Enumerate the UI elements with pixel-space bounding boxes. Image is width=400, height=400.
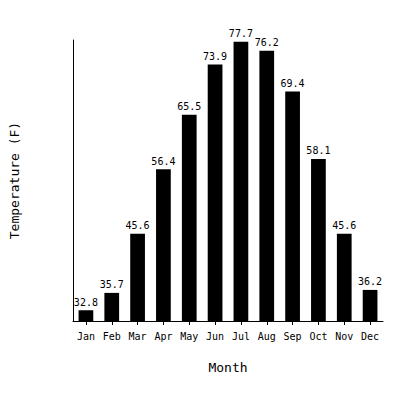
- svg-text:Jun: Jun: [206, 331, 224, 342]
- svg-text:32.8: 32.8: [74, 297, 98, 308]
- svg-text:69.4: 69.4: [281, 78, 305, 89]
- svg-text:May: May: [180, 331, 198, 342]
- svg-text:Feb: Feb: [103, 331, 121, 342]
- svg-text:58.1: 58.1: [306, 145, 330, 156]
- svg-text:Nov: Nov: [335, 331, 353, 342]
- svg-text:Temperature (F): Temperature (F): [7, 122, 22, 239]
- svg-text:56.4: 56.4: [151, 156, 175, 167]
- svg-text:76.2: 76.2: [255, 37, 279, 48]
- svg-text:Sep: Sep: [284, 331, 302, 342]
- svg-text:77.7: 77.7: [229, 28, 253, 39]
- svg-text:Month: Month: [208, 360, 247, 375]
- svg-text:Dec: Dec: [361, 331, 379, 342]
- svg-text:Mar: Mar: [129, 331, 147, 342]
- svg-text:35.7: 35.7: [100, 279, 124, 290]
- svg-text:Apr: Apr: [154, 331, 172, 342]
- svg-text:65.5: 65.5: [177, 101, 201, 112]
- svg-text:36.2: 36.2: [358, 276, 382, 287]
- svg-text:Jul: Jul: [232, 331, 250, 342]
- svg-text:45.6: 45.6: [126, 220, 150, 231]
- svg-text:Aug: Aug: [258, 331, 276, 342]
- svg-text:Jan: Jan: [77, 331, 95, 342]
- svg-text:73.9: 73.9: [203, 51, 227, 62]
- svg-text:45.6: 45.6: [332, 220, 356, 231]
- svg-text:Oct: Oct: [309, 331, 327, 342]
